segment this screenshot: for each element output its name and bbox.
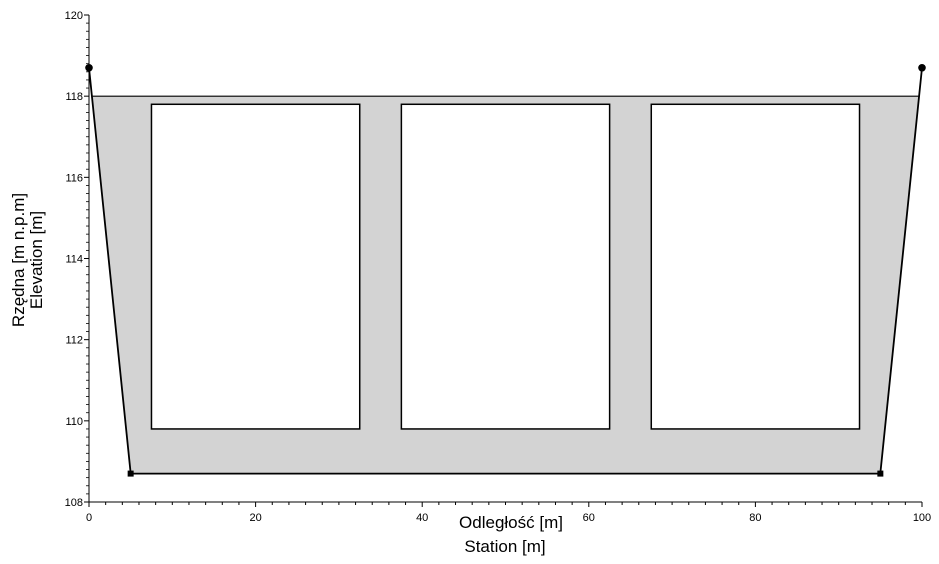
x-tick-label: 40 [416, 512, 428, 524]
profile-point-2 [127, 470, 134, 477]
culvert-opening-2 [400, 103, 611, 430]
culvert-opening-1 [150, 103, 361, 430]
x-tick-label: 60 [583, 512, 595, 524]
profile-point-4 [918, 63, 926, 72]
x-tick-label: 20 [249, 512, 261, 524]
culvert-layer [150, 103, 861, 430]
y-tick-label: 116 [65, 172, 83, 184]
axis-titles: Odległość [m] Station [m] Rzędna [m n.p.… [9, 193, 563, 556]
ground-profile-line [88, 67, 923, 475]
line-layer [85, 63, 926, 477]
y-axis-title-line-2: Elevation [m] [27, 211, 46, 309]
y-axis-title-line-1: Rzędna [m n.p.m] [9, 193, 28, 327]
x-axis-title-line-1: Odległość [m] [459, 513, 563, 532]
x-tick-label: 0 [86, 512, 92, 524]
y-tick-label: 118 [65, 91, 83, 103]
y-tick-label: 114 [65, 254, 83, 266]
x-tick-label: 100 [913, 512, 931, 524]
y-tick-label: 112 [65, 335, 83, 347]
ticks-layer: 0 20 40 60 80 100 108 110 112 114 116 118 120 [65, 10, 932, 524]
y-tick-label: 120 [65, 10, 83, 22]
x-tick-label: 80 [749, 512, 761, 524]
profile-point-3 [877, 470, 884, 477]
x-axis-title-line-2: Station [m] [464, 537, 545, 556]
y-tick-label: 108 [65, 497, 83, 509]
culvert-opening-3 [650, 103, 861, 430]
y-tick-label: 110 [65, 416, 83, 428]
